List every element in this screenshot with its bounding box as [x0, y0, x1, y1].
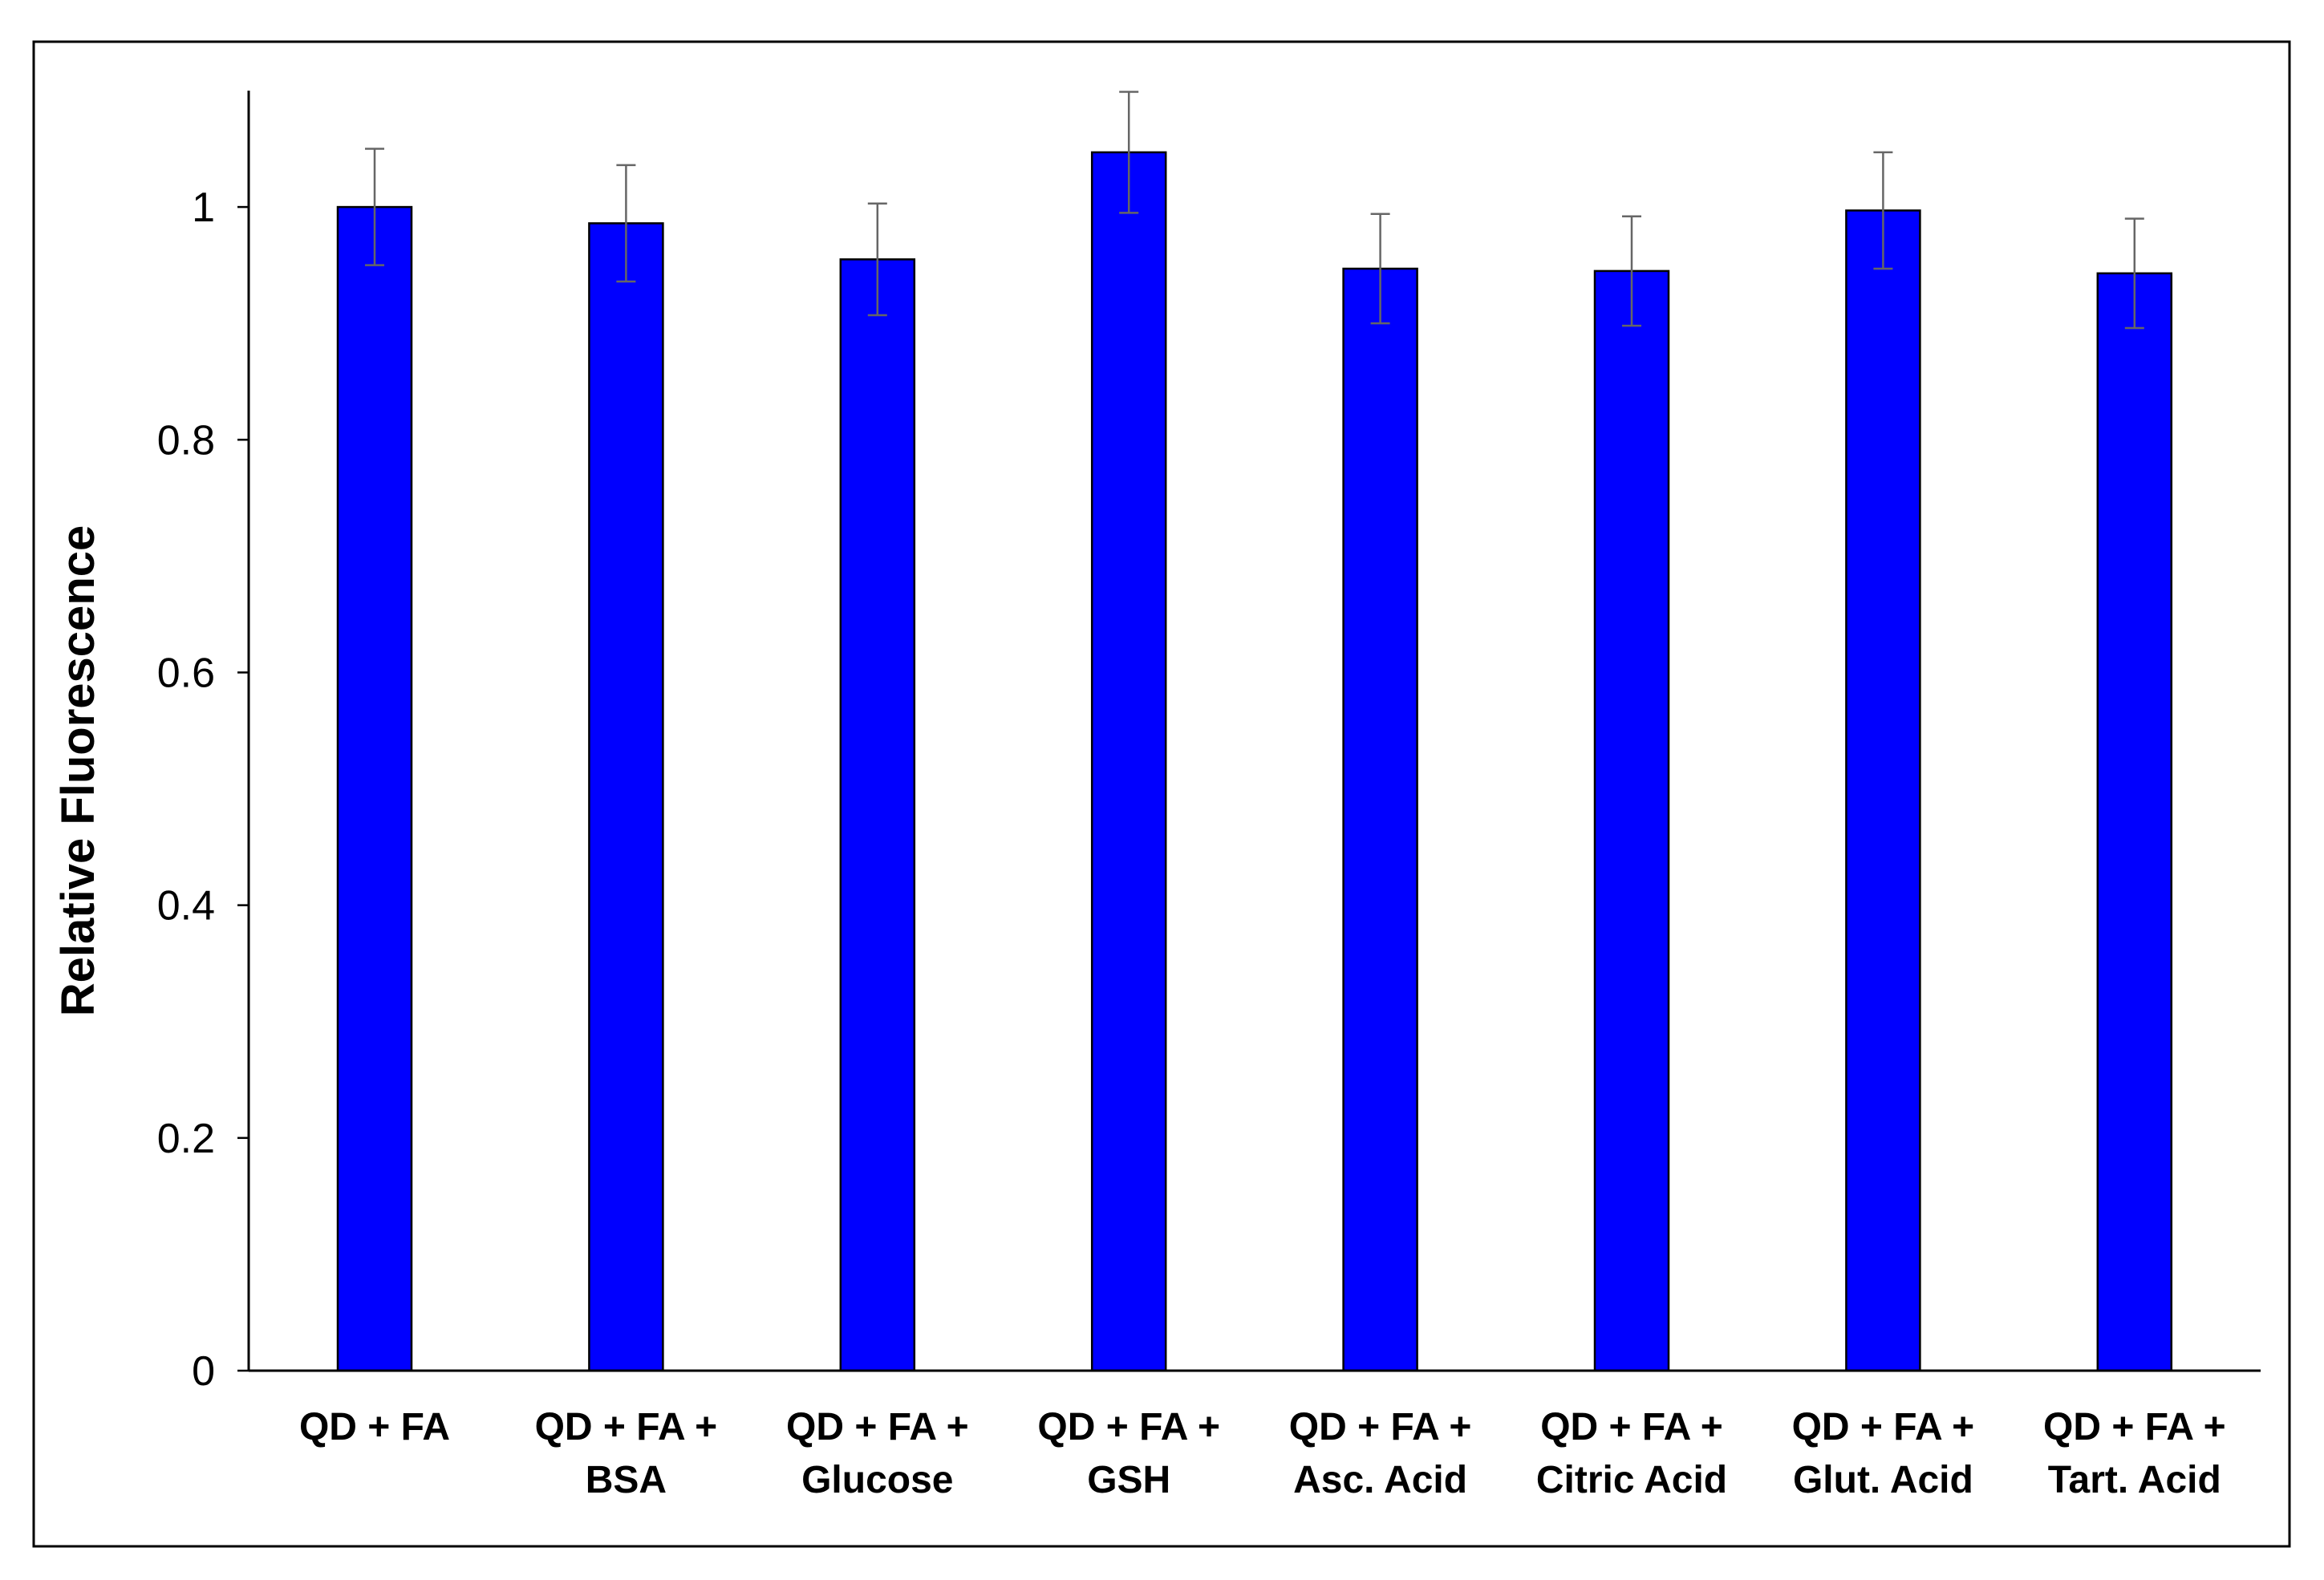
- x-tick-label-line: QD + FA +: [1289, 1406, 1472, 1448]
- error-bar: [1119, 91, 1139, 214]
- x-tick-label-line: Glut. Acid: [1793, 1459, 1973, 1501]
- y-ticks-layer: 0 0.2 0.4 0.6 0.8 1: [157, 184, 249, 1395]
- x-tick-label-line: Citric Acid: [1536, 1459, 1727, 1501]
- bar: [588, 222, 664, 1372]
- y-tick-label: 1: [192, 184, 215, 231]
- x-tick-label: QD + FA + Citric Acid: [1536, 1406, 1727, 1501]
- x-tick-label-line: Glucose: [801, 1459, 953, 1501]
- x-tick-label: QD + FA + BSA: [535, 1406, 718, 1501]
- y-tick-label: 0.4: [157, 883, 215, 930]
- x-tick-label-line: QD + FA +: [1540, 1406, 1723, 1448]
- error-bar: [616, 164, 636, 283]
- x-tick-label-line: QD + FA +: [2043, 1406, 2226, 1448]
- bar: [839, 258, 916, 1372]
- x-tick-label-line: Asc. Acid: [1293, 1459, 1467, 1501]
- bar: [1593, 269, 1670, 1372]
- x-tick-label-line: QD + FA +: [535, 1406, 718, 1448]
- y-tick-label: 0.2: [157, 1116, 215, 1162]
- error-bar: [1873, 151, 1893, 270]
- y-tick-label: 0: [192, 1348, 215, 1395]
- bar: [1845, 209, 1921, 1372]
- error-bar: [2124, 217, 2144, 330]
- x-tick-label-line: GSH: [1087, 1459, 1170, 1501]
- error-bar: [867, 202, 887, 317]
- error-bar: [365, 148, 384, 266]
- x-tick-label: QD + FA + Glucose: [786, 1406, 969, 1501]
- axes-layer: [247, 91, 2261, 1372]
- x-tick-label: QD + FA + Glut. Acid: [1792, 1406, 1975, 1501]
- x-tick-label-line: QD + FA +: [786, 1406, 969, 1448]
- x-tick-label-line: QD + FA: [299, 1406, 450, 1448]
- y-tick-label: 0.6: [157, 650, 215, 696]
- x-tick-label: QD + FA + GSH: [1037, 1406, 1220, 1501]
- error-bar: [1622, 215, 1641, 327]
- bar: [2096, 272, 2173, 1372]
- chart-frame: [32, 40, 2291, 1548]
- y-axis-title: Relative Fluorescence: [52, 525, 104, 1017]
- x-tick-label: QD + FA: [299, 1406, 450, 1448]
- x-tick-label: QD + FA + Asc. Acid: [1289, 1406, 1472, 1501]
- bar: [1342, 267, 1418, 1372]
- x-tick-label-line: QD + FA +: [1037, 1406, 1220, 1448]
- bars-layer: [336, 151, 2173, 1372]
- x-tick-label-line: QD + FA +: [1792, 1406, 1975, 1448]
- x-tick-label-line: Tart. Acid: [2048, 1459, 2221, 1501]
- error-bar: [1370, 213, 1390, 325]
- error-bars-layer: [365, 91, 2144, 330]
- y-tick-label: 0.8: [157, 417, 215, 464]
- x-tick-label-line: BSA: [586, 1459, 667, 1501]
- bar: [1090, 151, 1167, 1372]
- bar: [336, 205, 413, 1372]
- x-tick-label: QD + FA + Tart. Acid: [2043, 1406, 2226, 1501]
